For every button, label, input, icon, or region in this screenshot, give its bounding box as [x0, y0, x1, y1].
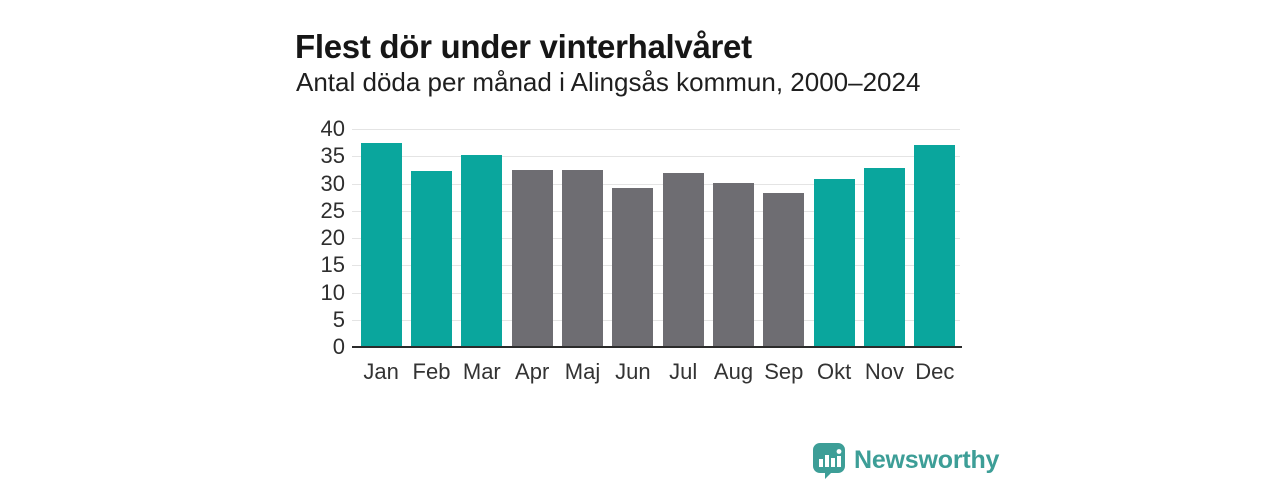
x-tick-label: Jul: [669, 359, 698, 384]
newsworthy-logo: Newsworthy: [812, 442, 999, 479]
x-tick-label: Nov: [864, 359, 905, 384]
y-tick-label: 15: [320, 252, 345, 278]
x-tick-label: Feb: [412, 359, 451, 384]
y-tick-label: 40: [320, 116, 345, 141]
x-tick-label: Sep: [764, 359, 804, 384]
bar-okt: [813, 179, 855, 347]
bar-nov: [864, 167, 905, 347]
y-tick-label: 35: [320, 143, 345, 169]
bar-mar: [461, 155, 503, 347]
y-tick-label: 5: [332, 306, 345, 332]
x-axis-labels: Jan Feb Mar Apr Maj Jun Jul Aug Sep Okt Nov Dec: [0, 359, 1280, 385]
x-tick-label: Maj: [564, 359, 601, 384]
y-tick-label: 30: [320, 170, 345, 196]
bar-dec: [914, 145, 956, 347]
bar-jan: [360, 142, 402, 347]
plot-area: [352, 129, 960, 347]
grid-line: [352, 183, 960, 185]
bar-maj: [562, 170, 603, 347]
x-tick-label: Apr: [515, 359, 550, 384]
bar-aug: [713, 182, 754, 347]
bar-chart: 0 5 10 15 20 25 30 35 40 Jan Feb Mar Apr Maj Jun Jul Au…: [0, 117, 1280, 389]
bar-jun: [612, 188, 654, 347]
bar-feb: [411, 170, 452, 347]
y-tick-label: 0: [332, 334, 345, 359]
chart-subtitle: Antal döda per månad i Alingsås kommun, …: [296, 67, 921, 97]
x-tick-label: Mar: [462, 359, 501, 384]
bar-sep: [763, 193, 805, 347]
y-tick-label: 20: [320, 225, 345, 250]
bar-apr: [511, 170, 553, 347]
grid-line: [352, 210, 960, 212]
grid-line: [352, 129, 960, 130]
bar-chart-speech-bubble-icon: [813, 443, 845, 479]
grid-line: [352, 156, 960, 158]
newsworthy-logo-text: Newsworthy: [854, 446, 1000, 474]
x-tick-label: Jan: [363, 359, 399, 384]
y-tick-label: 25: [320, 197, 345, 223]
chart-title: Flest dör under vinterhalvåret: [295, 28, 752, 66]
grid-line: [352, 319, 960, 321]
grid-line: [352, 238, 960, 239]
x-tick-label: Okt: [817, 359, 852, 384]
bar-jul: [662, 172, 704, 347]
grid-line: [352, 265, 960, 267]
grid-line: [352, 292, 960, 294]
x-axis-line: [352, 346, 962, 348]
y-tick-label: 10: [320, 279, 345, 305]
y-axis-labels: 0 5 10 15 20 25 30 35 40: [0, 117, 356, 359]
x-tick-label: Jun: [615, 359, 651, 384]
x-tick-label: Dec: [915, 359, 955, 384]
x-tick-label: Aug: [713, 359, 754, 384]
